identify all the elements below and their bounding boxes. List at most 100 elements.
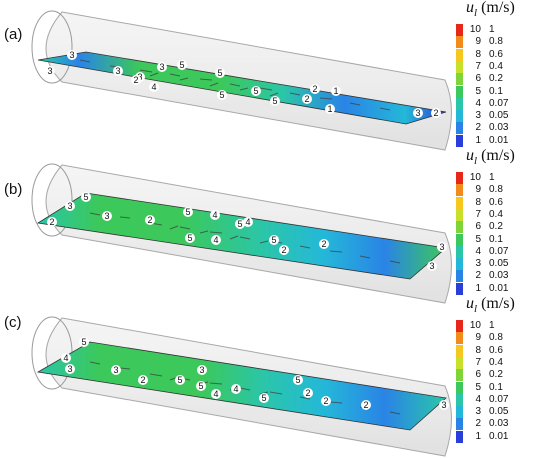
legend-level: 7 bbox=[475, 208, 481, 220]
legend-row: 4 0.07 bbox=[456, 97, 550, 110]
legend-level: 5 bbox=[475, 233, 481, 245]
legend-value: 0.01 bbox=[489, 282, 509, 294]
contour-label: 5 bbox=[272, 96, 277, 106]
legend-row: 1 0.01 bbox=[456, 134, 550, 147]
contour-label-bg bbox=[196, 381, 206, 391]
legend-unit: (m/s) bbox=[481, 147, 515, 164]
legend-value: 0.6 bbox=[489, 344, 503, 356]
panel-label-a: (a) bbox=[4, 26, 23, 43]
legend-row: 8 0.6 bbox=[456, 196, 550, 209]
legend-value: 0.1 bbox=[489, 381, 503, 393]
contour-label-bg bbox=[131, 75, 141, 85]
legend-row: 6 0.2 bbox=[456, 73, 550, 86]
legend-value: 0.05 bbox=[489, 406, 509, 418]
legend-row: 1 0.01 bbox=[456, 282, 550, 295]
legend-swatch bbox=[456, 344, 463, 357]
contour-label: 4 bbox=[151, 82, 156, 92]
contour-label-bg bbox=[149, 82, 159, 92]
legend-swatch bbox=[456, 122, 463, 135]
legend-c: ul (m/s) 10 1 9 0.8 8 0.6 7 0.4 6 0.2 5 0.1 4 0.07 3 0.… bbox=[456, 295, 550, 448]
legend-b: ul (m/s) 10 1 9 0.8 8 0.6 7 0.4 6 0.2 5 0.1 4 0.07 3 0.… bbox=[456, 147, 550, 300]
contour-label-bg bbox=[81, 192, 91, 202]
contour-label: 5 bbox=[217, 68, 222, 78]
legend-swatch bbox=[456, 369, 463, 382]
contour-label: 4 bbox=[63, 353, 68, 363]
legend-level: 7 bbox=[475, 60, 481, 72]
legend-row: 10 1 bbox=[456, 24, 550, 36]
legend-row: 7 0.4 bbox=[456, 60, 550, 73]
contour-label-bg bbox=[243, 217, 253, 227]
legend-level: 9 bbox=[475, 36, 481, 48]
contour-label-bg bbox=[177, 60, 187, 70]
legend-swatch bbox=[456, 184, 463, 197]
legend-level: 4 bbox=[475, 97, 481, 109]
legend-value: 1 bbox=[489, 24, 495, 35]
contour-label-bg bbox=[145, 215, 155, 225]
contour-label-bg bbox=[65, 364, 75, 374]
legend-swatch bbox=[456, 406, 463, 419]
legend-swatch bbox=[456, 393, 463, 406]
legend-value: 0.6 bbox=[489, 48, 503, 60]
contour-label-bg bbox=[61, 353, 71, 363]
legend-level: 2 bbox=[475, 122, 481, 134]
legend-swatch bbox=[456, 60, 463, 73]
panel-label-b: (b) bbox=[4, 181, 23, 198]
legend-level: 8 bbox=[475, 344, 481, 356]
legend-value: 0.03 bbox=[489, 418, 509, 430]
legend-a: ul (m/s) 10 1 9 0.8 8 0.6 7 0.4 6 0.2 5 0.1 4 0.07 3 0.… bbox=[456, 0, 550, 152]
legend-swatch bbox=[456, 24, 463, 36]
legend-value: 0.07 bbox=[489, 245, 509, 257]
legend-value: 0.8 bbox=[489, 36, 503, 48]
contour-label: 3 bbox=[67, 201, 72, 211]
legend-swatch bbox=[456, 282, 463, 295]
contour-label: 5 bbox=[261, 393, 266, 403]
contour-label: 3 bbox=[67, 364, 72, 374]
contour-label-bg bbox=[331, 86, 341, 96]
contour-label: 1 bbox=[327, 104, 332, 114]
contour-label: 3 bbox=[441, 400, 446, 410]
contour-label-bg bbox=[217, 90, 227, 100]
legend-title: ul (m/s) bbox=[466, 0, 515, 19]
contour-label-bg bbox=[65, 201, 75, 211]
legend-swatch bbox=[456, 208, 463, 221]
legend-level: 6 bbox=[475, 73, 481, 85]
contour-label: 3 bbox=[104, 211, 109, 221]
legend-level: 2 bbox=[475, 418, 481, 430]
legend-unit: (m/s) bbox=[481, 0, 515, 16]
legend-row: 9 0.8 bbox=[456, 332, 550, 345]
legend-row: 1 0.01 bbox=[456, 430, 550, 443]
legend-level: 10 bbox=[469, 320, 481, 331]
contour-label-bg bbox=[279, 245, 289, 255]
contour-label: 2 bbox=[363, 400, 368, 410]
legend-swatch bbox=[456, 36, 463, 49]
legend-value: 0.01 bbox=[489, 134, 509, 146]
legend-swatch bbox=[456, 134, 463, 147]
legend-row: 5 0.1 bbox=[456, 233, 550, 246]
legend-row: 2 0.03 bbox=[456, 270, 550, 283]
legend-swatch bbox=[456, 270, 463, 283]
legend-level: 5 bbox=[475, 381, 481, 393]
legend-level: 7 bbox=[475, 356, 481, 368]
legend-row: 6 0.2 bbox=[456, 369, 550, 382]
contour-label-bg bbox=[102, 211, 112, 221]
legend-symbol: u bbox=[466, 147, 474, 164]
legend-level: 9 bbox=[475, 184, 481, 196]
legend-row: 10 1 bbox=[456, 320, 550, 332]
contour-label: 5 bbox=[185, 207, 190, 217]
legend-level: 10 bbox=[469, 172, 481, 183]
legend-level: 3 bbox=[475, 406, 481, 418]
legend-level: 9 bbox=[475, 332, 481, 344]
legend-subscript: l bbox=[474, 7, 478, 19]
contour-label: 5 bbox=[187, 233, 192, 243]
contour-label-bg bbox=[302, 94, 312, 104]
legend-level: 3 bbox=[475, 110, 481, 122]
legend-level: 3 bbox=[475, 258, 481, 270]
legend-value: 0.2 bbox=[489, 73, 503, 85]
contour-label: 5 bbox=[271, 235, 276, 245]
contour-label: 3 bbox=[159, 62, 164, 72]
legend-value: 1 bbox=[489, 172, 495, 183]
